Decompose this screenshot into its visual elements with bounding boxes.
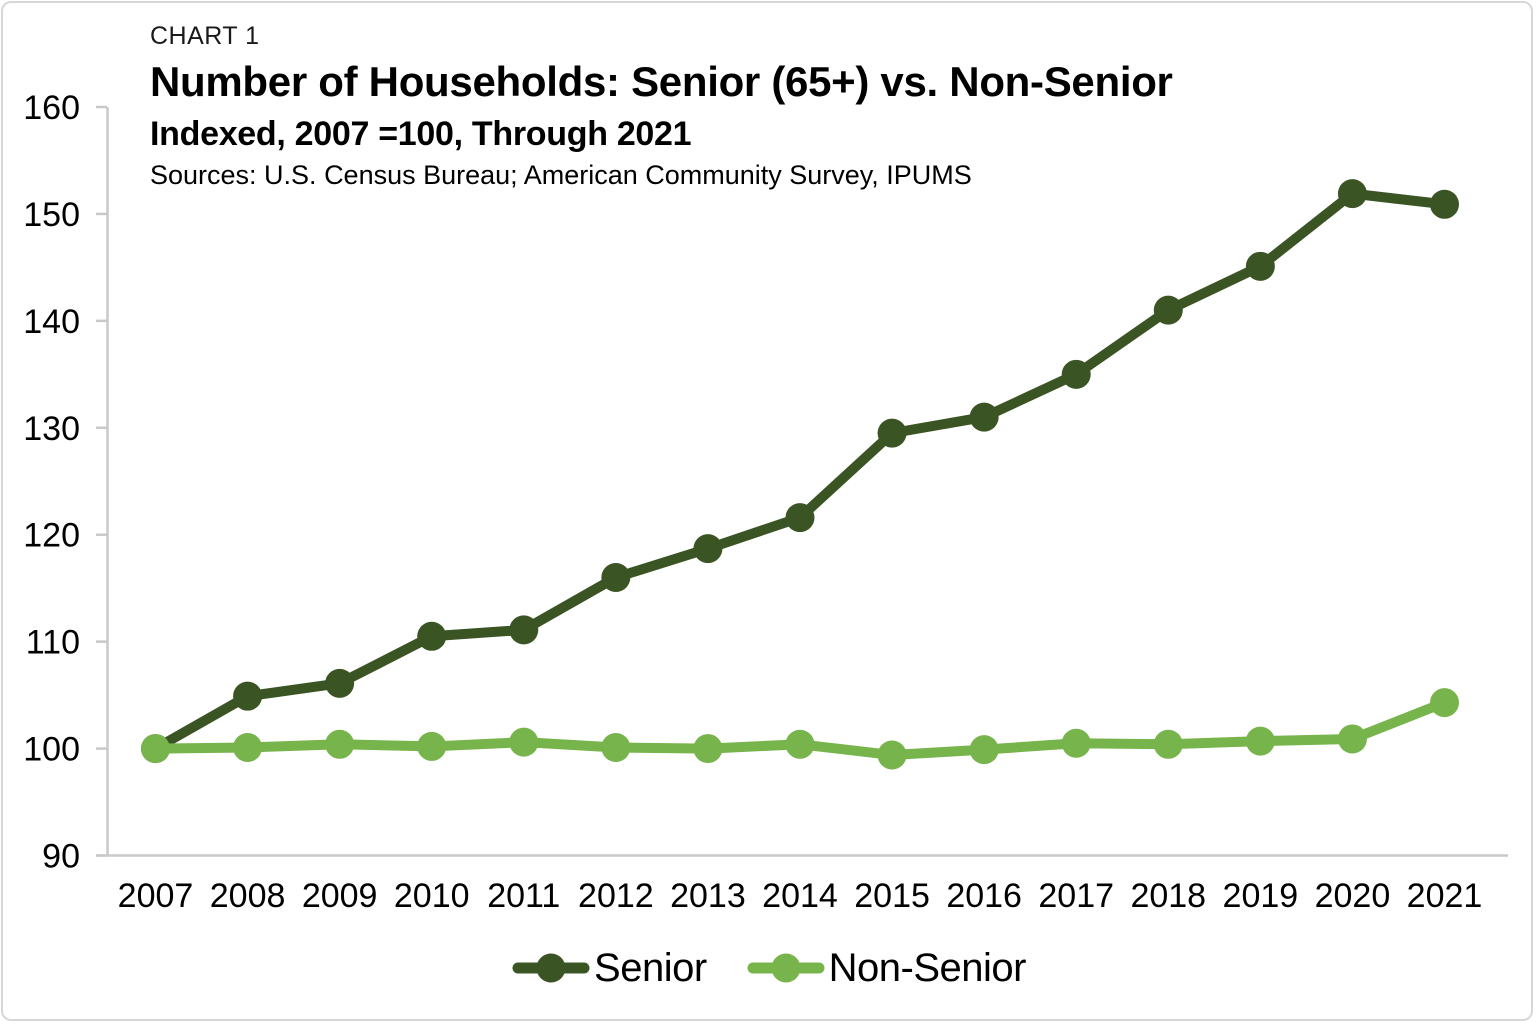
non-senior-series-marker-icon xyxy=(747,953,825,983)
legend-item-senior: Senior xyxy=(510,946,707,991)
senior-point-2021 xyxy=(1430,189,1459,219)
non-senior-point-2011 xyxy=(509,727,539,757)
senior-point-2013 xyxy=(693,534,723,564)
x-axis-year-label: 2012 xyxy=(578,877,654,915)
x-axis-year-label: 2011 xyxy=(487,877,560,915)
senior-point-2018 xyxy=(1153,295,1183,325)
x-axis-year-label: 2020 xyxy=(1315,877,1391,915)
x-axis-year-label: 2016 xyxy=(946,877,1022,915)
chart-title: Number of Households: Senior (65+) vs. N… xyxy=(150,58,1173,105)
non-senior-point-2014 xyxy=(785,729,815,759)
y-axis-tick-label: 130 xyxy=(23,410,80,448)
x-axis-year-label: 2013 xyxy=(670,877,746,915)
senior-series-marker-icon xyxy=(512,953,590,983)
x-axis-year-label: 2008 xyxy=(210,877,286,915)
non-senior-point-2021 xyxy=(1430,688,1459,718)
non-senior-point-2013 xyxy=(693,734,723,764)
legend-label-non-senior: Non-Senior xyxy=(828,945,1027,990)
x-axis-year-label: 2007 xyxy=(118,877,194,915)
x-axis-year-label: 2009 xyxy=(302,877,378,915)
non-senior-point-2020 xyxy=(1337,724,1367,754)
senior-point-2008 xyxy=(233,681,263,711)
legend-label-senior: Senior xyxy=(594,945,707,990)
non-senior-point-2010 xyxy=(417,731,447,761)
x-axis-year-label: 2014 xyxy=(762,877,838,915)
senior-point-2010 xyxy=(417,621,447,651)
chart-kicker: CHART 1 xyxy=(150,22,260,50)
y-axis-tick-label: 160 xyxy=(23,89,80,127)
chart-subtitle: Indexed, 2007 =100, Through 2021 xyxy=(150,115,692,153)
x-axis-year-label: 2021 xyxy=(1407,877,1483,915)
non-senior-point-2015 xyxy=(877,740,907,770)
senior-point-2019 xyxy=(1245,251,1275,281)
non-senior-point-2019 xyxy=(1245,726,1275,756)
x-axis-year-label: 2017 xyxy=(1038,877,1114,915)
senior-point-2014 xyxy=(785,503,815,533)
chart-legend: Senior Non-Senior xyxy=(0,942,1536,994)
non-senior-point-2008 xyxy=(233,733,263,763)
y-axis-tick-label: 100 xyxy=(23,731,80,769)
y-axis-tick-label: 150 xyxy=(23,196,80,234)
senior-point-2016 xyxy=(969,402,999,432)
senior-point-2009 xyxy=(325,668,355,698)
non-senior-point-2012 xyxy=(601,733,631,763)
senior-point-2011 xyxy=(509,615,539,645)
x-axis-year-label: 2015 xyxy=(854,877,930,915)
y-axis-tick-label: 120 xyxy=(23,517,80,555)
x-axis-year-label: 2018 xyxy=(1130,877,1206,915)
senior-point-2015 xyxy=(877,418,907,448)
chart-header: CHART 1 Number of Households: Senior (65… xyxy=(150,21,1350,191)
chart-sources: Sources: U.S. Census Bureau; American Co… xyxy=(150,160,972,190)
x-axis-year-label: 2010 xyxy=(394,877,470,915)
non-senior-point-2007 xyxy=(141,734,170,764)
senior-point-2017 xyxy=(1061,359,1091,389)
non-senior-point-2009 xyxy=(325,729,355,759)
y-axis-tick-label: 90 xyxy=(42,838,80,876)
non-senior-point-2018 xyxy=(1153,729,1183,759)
y-axis-tick-label: 140 xyxy=(23,303,80,341)
senior-point-2020 xyxy=(1337,179,1367,209)
y-axis-tick-label: 110 xyxy=(26,624,80,662)
non-senior-point-2017 xyxy=(1061,728,1091,758)
senior-point-2012 xyxy=(601,562,631,592)
legend-item-non-senior: Non-Senior xyxy=(745,946,1026,991)
x-axis-year-label: 2019 xyxy=(1223,877,1299,915)
non-senior-point-2016 xyxy=(969,735,999,765)
